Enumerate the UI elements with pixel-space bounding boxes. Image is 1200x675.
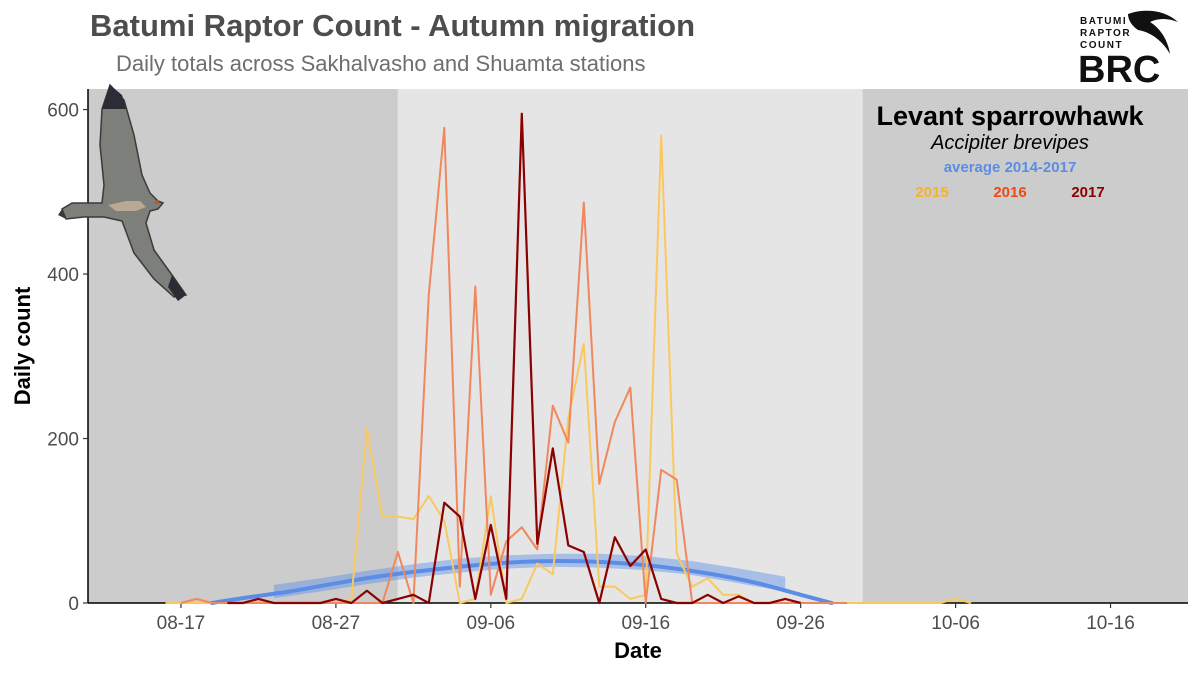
y-tick-label: 600: [47, 101, 79, 122]
series-2017-line: [227, 112, 801, 605]
x-tick-label: 09-16: [621, 613, 670, 634]
legend-2015: 2015: [915, 184, 948, 201]
legend-2017: 2017: [1071, 184, 1104, 201]
x-tick-label: 09-06: [467, 613, 516, 634]
x-axis-title: Date: [614, 638, 662, 663]
logo-mark: BRC: [1078, 49, 1160, 91]
sparrowhawk-icon: [58, 83, 188, 301]
y-axis-title: Daily count: [10, 286, 35, 405]
y-tick-label: 400: [47, 265, 79, 286]
chart-subtitle: Daily totals across Sakhalvasho and Shua…: [116, 51, 646, 76]
x-tick-label: 10-06: [931, 613, 980, 634]
chart-title: Batumi Raptor Count - Autumn migration: [90, 8, 695, 43]
logo-line-3: COUNT: [1080, 40, 1123, 51]
logo-line-1: BATUMI: [1080, 16, 1127, 27]
y-tick-label: 0: [68, 594, 79, 615]
shaded-period-2: [862, 89, 1188, 603]
legend-average: average 2014-2017: [944, 159, 1077, 176]
logo-line-2: RAPTOR: [1080, 28, 1131, 39]
x-tick-label: 08-17: [157, 613, 206, 634]
series-average-line: [209, 559, 834, 605]
species-latin-name: Accipiter brevipes: [930, 132, 1089, 154]
shaded-period-1: [397, 89, 863, 603]
y-tick-label: 200: [47, 430, 79, 451]
x-tick-label: 10-16: [1086, 613, 1135, 634]
x-tick-label: 08-27: [312, 613, 361, 634]
x-tick-label: 09-26: [776, 613, 825, 634]
legend-2016: 2016: [993, 184, 1026, 201]
plot-panel: 0 200 400 600 08-17 08-27 09-06 09-16 09-26 10-06…: [10, 89, 1188, 663]
brc-logo: BATUMI RAPTOR COUNT BRC: [1078, 10, 1178, 91]
logo-bird-icon: [1128, 10, 1178, 55]
species-name: Levant sparrowhawk: [876, 101, 1144, 131]
